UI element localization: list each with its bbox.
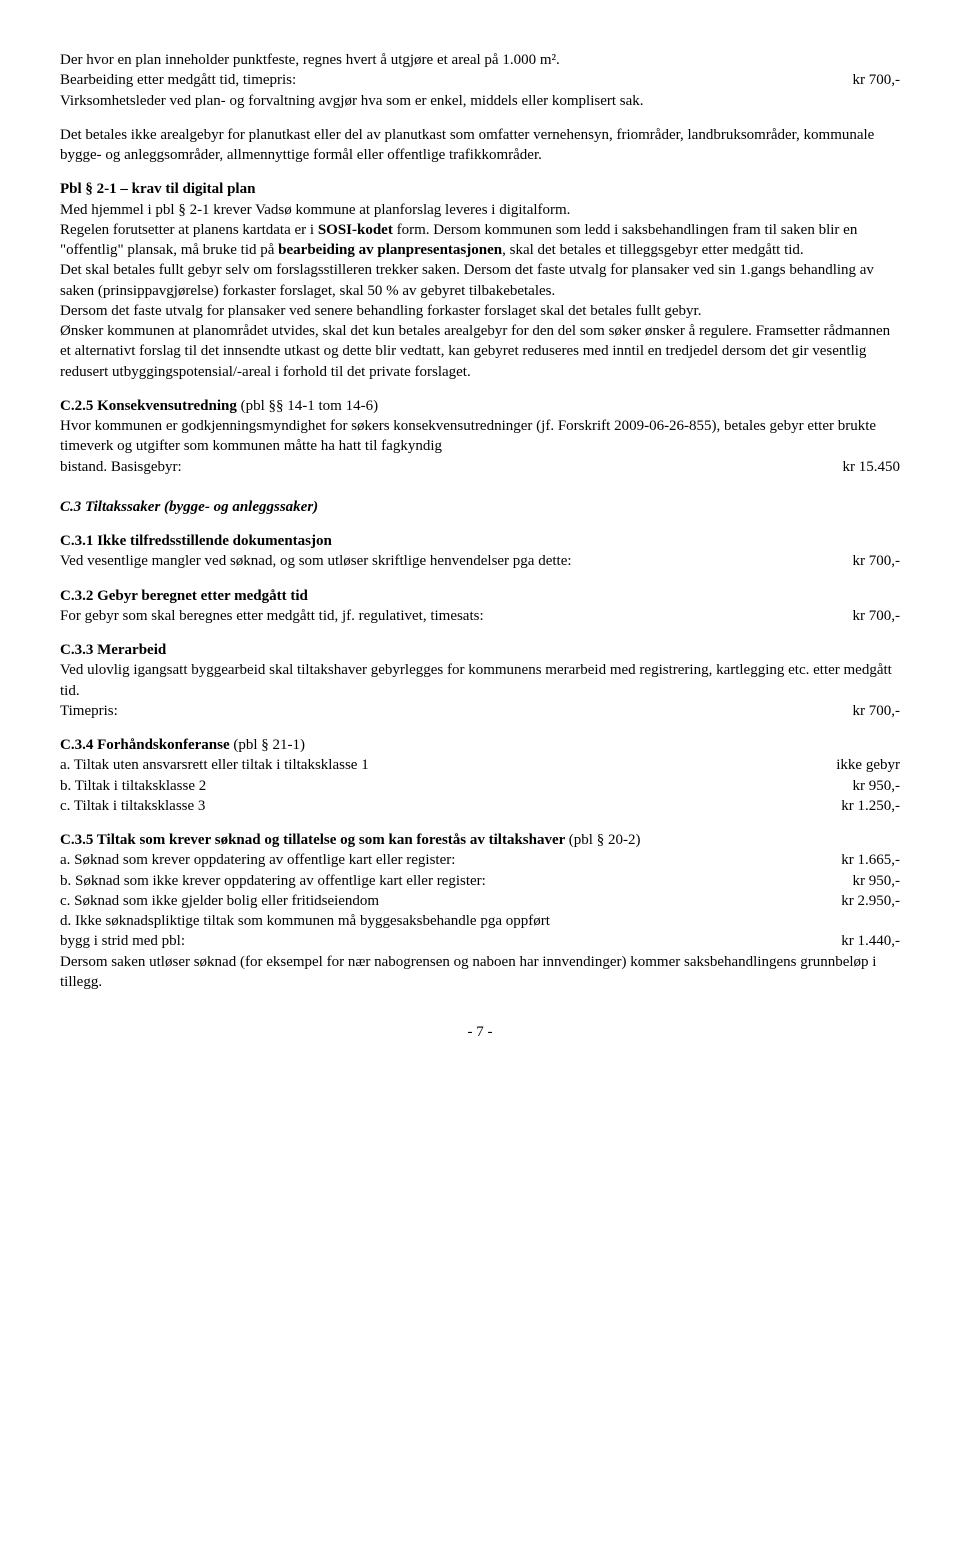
value-c34-b: kr 950,- xyxy=(853,776,901,796)
line-c33: Timepris: kr 700,- xyxy=(60,701,900,721)
heading-c31: C.3.1 Ikke tilfredsstillende dokumentasj… xyxy=(60,531,900,551)
paragraph-punktfeste: Der hvor en plan inneholder punktfeste, … xyxy=(60,50,900,70)
heading-c25-a: C.2.5 Konsekvensutredning xyxy=(60,398,241,414)
label-bearbeiding: Bearbeiding etter medgått tid, timepris: xyxy=(60,70,853,90)
text-c33: Ved ulovlig igangsatt byggearbeid skal t… xyxy=(60,662,892,698)
text-pbl21-a: Med hjemmel i pbl § 2-1 krever Vadsø kom… xyxy=(60,202,570,218)
value-c34-a: ikke gebyr xyxy=(836,755,900,775)
value-c31: kr 700,- xyxy=(853,551,901,571)
heading-c25-b: (pbl §§ 14-1 tom 14-6) xyxy=(241,398,378,414)
text-c35-e: Dersom saken utløser søknad (for eksempe… xyxy=(60,954,876,990)
heading-c34: C.3.4 Forhåndskonferanse (pbl § 21-1) xyxy=(60,735,900,755)
line-c34-c: c. Tiltak i tiltaksklasse 3 kr 1.250,- xyxy=(60,796,900,816)
value-c35-a: kr 1.665,- xyxy=(841,850,900,870)
value-c25: kr 15.450 xyxy=(843,457,901,477)
block-c25: C.2.5 Konsekvensutredning (pbl §§ 14-1 t… xyxy=(60,396,900,477)
heading-c33: C.3.3 Merarbeid xyxy=(60,640,900,660)
label-c32: For gebyr som skal beregnes etter medgåt… xyxy=(60,606,853,626)
heading-c3: C.3 Tiltakssaker (bygge- og anleggssaker… xyxy=(60,497,900,517)
label-c34-a: a. Tiltak uten ansvarsrett eller tiltak … xyxy=(60,755,836,775)
value-c34-c: kr 1.250,- xyxy=(841,796,900,816)
line-bearbeiding-timepris: Bearbeiding etter medgått tid, timepris:… xyxy=(60,70,900,90)
paragraph-arealgebyr: Det betales ikke arealgebyr for planutka… xyxy=(60,125,900,166)
label-c31: Ved vesentlige mangler ved søknad, og so… xyxy=(60,551,853,571)
block-c32: C.3.2 Gebyr beregnet etter medgått tid F… xyxy=(60,586,900,627)
line-c34-b: b. Tiltak i tiltaksklasse 2 kr 950,- xyxy=(60,776,900,796)
block-pbl21: Pbl § 2-1 – krav til digital plan Med hj… xyxy=(60,179,900,382)
heading-c25: C.2.5 Konsekvensutredning (pbl §§ 14-1 t… xyxy=(60,396,900,416)
value-c32: kr 700,- xyxy=(853,606,901,626)
line-c32: For gebyr som skal beregnes etter medgåt… xyxy=(60,606,900,626)
text-c35-d: d. Ikke søknadspliktige tiltak som kommu… xyxy=(60,913,550,929)
text-pbl21-b1: Regelen forutsetter at planens kartdata … xyxy=(60,222,318,238)
value-c35-c: kr 2.950,- xyxy=(841,891,900,911)
label-c35-d: bygg i strid med pbl: xyxy=(60,931,841,951)
line-c35-a: a. Søknad som krever oppdatering av offe… xyxy=(60,850,900,870)
heading-pbl21: Pbl § 2-1 – krav til digital plan xyxy=(60,179,900,199)
value-c33: kr 700,- xyxy=(853,701,901,721)
text-bearbeiding-bold: bearbeiding av planpresentasjonen xyxy=(278,242,502,258)
line-c25: bistand. Basisgebyr: kr 15.450 xyxy=(60,457,900,477)
line-c35-b: b. Søknad som ikke krever oppdatering av… xyxy=(60,871,900,891)
label-c35-a: a. Søknad som krever oppdatering av offe… xyxy=(60,850,841,870)
line-c35-d: bygg i strid med pbl: kr 1.440,- xyxy=(60,931,900,951)
heading-c34-b: (pbl § 21-1) xyxy=(233,737,305,753)
block-c34: C.3.4 Forhåndskonferanse (pbl § 21-1) a.… xyxy=(60,735,900,816)
block-c31: C.3.1 Ikke tilfredsstillende dokumentasj… xyxy=(60,531,900,572)
label-c33: Timepris: xyxy=(60,701,853,721)
value-c35-b: kr 950,- xyxy=(853,871,901,891)
block-c33: C.3.3 Merarbeid Ved ulovlig igangsatt by… xyxy=(60,640,900,721)
text-pbl21-b3: , skal det betales et tilleggsgebyr ette… xyxy=(502,242,804,258)
heading-c35-a: C.3.5 Tiltak som krever søknad og tillat… xyxy=(60,832,569,848)
label-c34-c: c. Tiltak i tiltaksklasse 3 xyxy=(60,796,841,816)
label-c35-b: b. Søknad som ikke krever oppdatering av… xyxy=(60,871,853,891)
value-c35-d: kr 1.440,- xyxy=(841,931,900,951)
paragraph-virksomhetsleder: Virksomhetsleder ved plan- og forvaltnin… xyxy=(60,91,900,111)
value-bearbeiding: kr 700,- xyxy=(853,70,901,90)
block-c35: C.3.5 Tiltak som krever søknad og tillat… xyxy=(60,830,900,992)
heading-c32: C.3.2 Gebyr beregnet etter medgått tid xyxy=(60,586,900,606)
text-sosi: SOSI-kodet xyxy=(318,222,393,238)
text-pbl21-c: Det skal betales fullt gebyr selv om for… xyxy=(60,262,874,298)
text-c25-a: Hvor kommunen er godkjenningsmyndighet f… xyxy=(60,418,876,454)
page-number: - 7 - xyxy=(60,1022,900,1042)
label-c25: bistand. Basisgebyr: xyxy=(60,457,843,477)
label-c35-c: c. Søknad som ikke gjelder bolig eller f… xyxy=(60,891,841,911)
text-pbl21-e: Ønsker kommunen at planområdet utvides, … xyxy=(60,323,890,380)
heading-c35: C.3.5 Tiltak som krever søknad og tillat… xyxy=(60,830,900,850)
line-c31: Ved vesentlige mangler ved søknad, og so… xyxy=(60,551,900,571)
line-c35-c: c. Søknad som ikke gjelder bolig eller f… xyxy=(60,891,900,911)
heading-c34-a: C.3.4 Forhåndskonferanse xyxy=(60,737,233,753)
line-c34-a: a. Tiltak uten ansvarsrett eller tiltak … xyxy=(60,755,900,775)
heading-c35-b: (pbl § 20-2) xyxy=(569,832,641,848)
label-c34-b: b. Tiltak i tiltaksklasse 2 xyxy=(60,776,853,796)
text-pbl21-d: Dersom det faste utvalg for plansaker ve… xyxy=(60,303,701,319)
